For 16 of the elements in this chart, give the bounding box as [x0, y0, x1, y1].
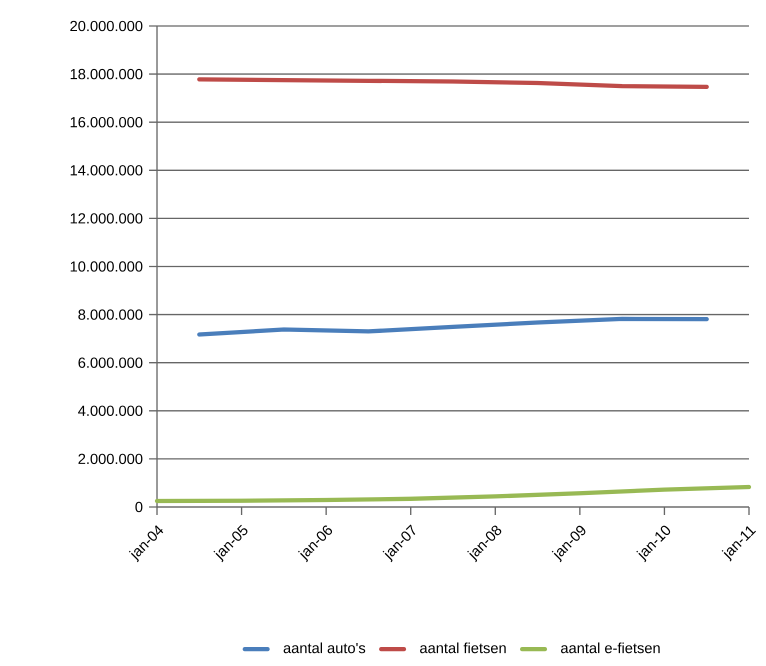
y-tick-label: 2.000.000 [78, 454, 142, 464]
y-tick-label: 8.000.000 [78, 309, 142, 320]
y-tick-label: 0 [135, 502, 142, 512]
y-tick-label: 6.000.000 [78, 358, 142, 368]
y-tick-label: 10.000.000 [70, 261, 142, 272]
line-series [154, 484, 752, 504]
y-tick-label: 16.000.000 [70, 117, 142, 128]
legend-label: aantal auto's [284, 642, 366, 654]
y-tick-label: 18.000.000 [70, 68, 142, 80]
legend-label: aantal fietsen [420, 642, 506, 654]
line-series [197, 316, 709, 337]
legend-label: aantal e-fietsen [561, 642, 660, 654]
y-tick-label: 12.000.000 [70, 213, 142, 224]
y-tick-label: 14.000.000 [70, 165, 142, 176]
y-tick-label: 4.000.000 [78, 406, 142, 416]
y-tick-label: 20.000.000 [70, 20, 142, 32]
